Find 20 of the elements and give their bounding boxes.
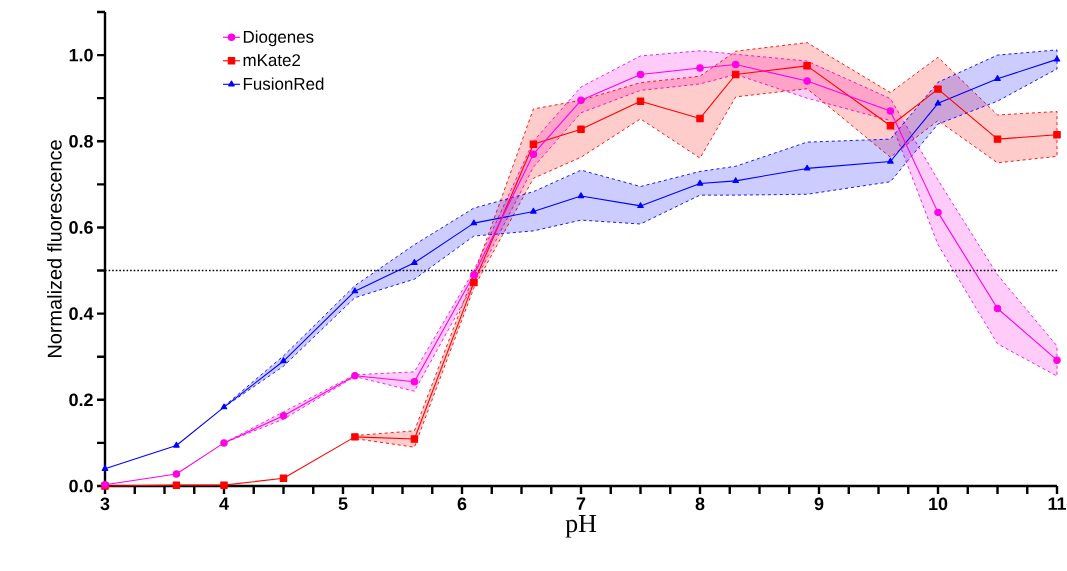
x-tick-label: 5 bbox=[338, 497, 348, 510]
x-tick-label: 4 bbox=[219, 497, 229, 510]
legend-label: Diogenes bbox=[243, 30, 314, 47]
x-tick-label: 10 bbox=[929, 497, 948, 511]
y-tick-label: 0.6 bbox=[69, 221, 93, 234]
y-tick-label: 0.0 bbox=[69, 479, 93, 493]
x-tick-label: 11 bbox=[1048, 497, 1066, 510]
y-axis-title: Normalized fluorescence bbox=[47, 140, 62, 357]
y-tick-label: 0.4 bbox=[69, 307, 94, 320]
y-tick-label: 1.0 bbox=[69, 48, 93, 62]
y-tick-label: 0.8 bbox=[69, 134, 93, 148]
x-tick-label: 6 bbox=[457, 497, 467, 511]
x-axis-title: pH bbox=[565, 515, 597, 538]
x-tick-label: 9 bbox=[814, 497, 824, 511]
x-tick-label: 7 bbox=[576, 497, 586, 510]
x-tick-label: 3 bbox=[100, 497, 110, 511]
y-tick-label: 0.2 bbox=[69, 393, 93, 407]
legend-label: FusionRed bbox=[243, 77, 324, 90]
x-tick-label: 8 bbox=[695, 497, 705, 511]
legend-label: mKate2 bbox=[243, 54, 301, 67]
